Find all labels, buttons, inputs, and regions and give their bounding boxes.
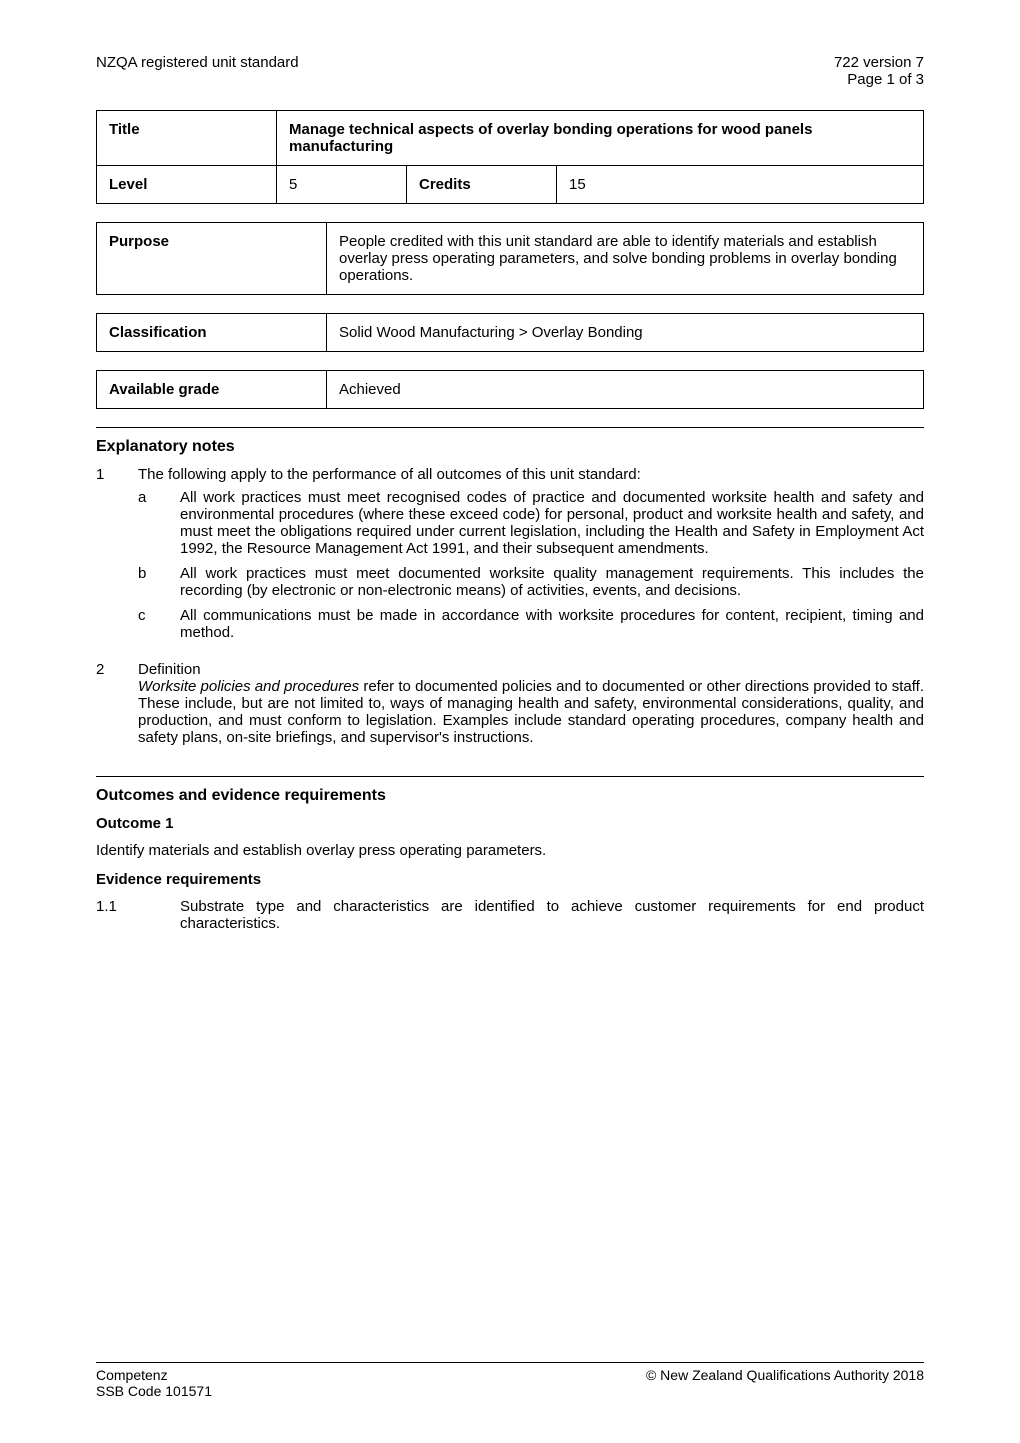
classification-value-cell: Solid Wood Manufacturing > Overlay Bondi… xyxy=(327,314,924,352)
credits-value-cell: 15 xyxy=(557,166,924,204)
outcomes-heading: Outcomes and evidence requirements xyxy=(96,787,924,805)
item-body: Definition Worksite policies and procedu… xyxy=(138,661,924,758)
explanatory-item-1: 1 The following apply to the performance… xyxy=(96,466,924,649)
header-left: NZQA registered unit standard xyxy=(96,54,299,88)
purpose-value-cell: People credited with this unit standard … xyxy=(327,223,924,295)
evidence-requirements-label: Evidence requirements xyxy=(96,871,924,888)
sub-item-b: b All work practices must meet documente… xyxy=(138,565,924,599)
item-lead: The following apply to the performance o… xyxy=(138,466,641,483)
title-value-cell: Manage technical aspects of overlay bond… xyxy=(277,111,924,166)
section-rule xyxy=(96,427,924,428)
evidence-item: 1.1 Substrate type and characteristics a… xyxy=(96,898,924,932)
grade-label-cell: Available grade xyxy=(97,371,327,409)
credits-label-cell: Credits xyxy=(407,166,557,204)
sub-text: All work practices must meet documented … xyxy=(180,565,924,599)
evidence-number: 1.1 xyxy=(96,898,180,932)
footer-left-line1: Competenz xyxy=(96,1367,212,1383)
definition-para: Worksite policies and procedures refer t… xyxy=(138,678,924,746)
sub-letter: c xyxy=(138,607,180,641)
grade-value-cell: Achieved xyxy=(327,371,924,409)
item-body: The following apply to the performance o… xyxy=(138,466,924,649)
level-label-cell: Level xyxy=(97,166,277,204)
outcome-1-desc: Identify materials and establish overlay… xyxy=(96,842,924,859)
item-number: 2 xyxy=(96,661,138,758)
evidence-list: 1.1 Substrate type and characteristics a… xyxy=(96,898,924,932)
classification-table: Classification Solid Wood Manufacturing … xyxy=(96,313,924,352)
title-label-cell: Title xyxy=(97,111,277,166)
footer-left-line2: SSB Code 101571 xyxy=(96,1383,212,1399)
definition-term: Worksite policies and procedures xyxy=(138,678,359,695)
purpose-label-cell: Purpose xyxy=(97,223,327,295)
page-header: NZQA registered unit standard 722 versio… xyxy=(96,54,924,88)
sub-text: All communications must be made in accor… xyxy=(180,607,924,641)
sub-letter: a xyxy=(138,489,180,557)
sub-list: a All work practices must meet recognise… xyxy=(138,489,924,641)
header-right: 722 version 7 Page 1 of 3 xyxy=(834,54,924,88)
classification-label-cell: Classification xyxy=(97,314,327,352)
footer-right: © New Zealand Qualifications Authority 2… xyxy=(646,1367,924,1399)
evidence-text: Substrate type and characteristics are i… xyxy=(180,898,924,932)
item-number: 1 xyxy=(96,466,138,649)
section-rule xyxy=(96,776,924,777)
sub-item-a: a All work practices must meet recognise… xyxy=(138,489,924,557)
outcome-1-label: Outcome 1 xyxy=(96,815,924,832)
grade-table: Available grade Achieved xyxy=(96,370,924,409)
title-table: Title Manage technical aspects of overla… xyxy=(96,110,924,204)
level-value-cell: 5 xyxy=(277,166,407,204)
explanatory-list: 1 The following apply to the performance… xyxy=(96,466,924,758)
page-footer: Competenz SSB Code 101571 © New Zealand … xyxy=(96,1362,924,1399)
header-right-line2: Page 1 of 3 xyxy=(834,71,924,88)
explanatory-heading: Explanatory notes xyxy=(96,438,924,456)
sub-text: All work practices must meet recognised … xyxy=(180,489,924,557)
explanatory-item-2: 2 Definition Worksite policies and proce… xyxy=(96,661,924,758)
purpose-table: Purpose People credited with this unit s… xyxy=(96,222,924,295)
sub-letter: b xyxy=(138,565,180,599)
header-right-line1: 722 version 7 xyxy=(834,54,924,71)
sub-item-c: c All communications must be made in acc… xyxy=(138,607,924,641)
footer-left: Competenz SSB Code 101571 xyxy=(96,1367,212,1399)
item-lead: Definition xyxy=(138,661,924,678)
